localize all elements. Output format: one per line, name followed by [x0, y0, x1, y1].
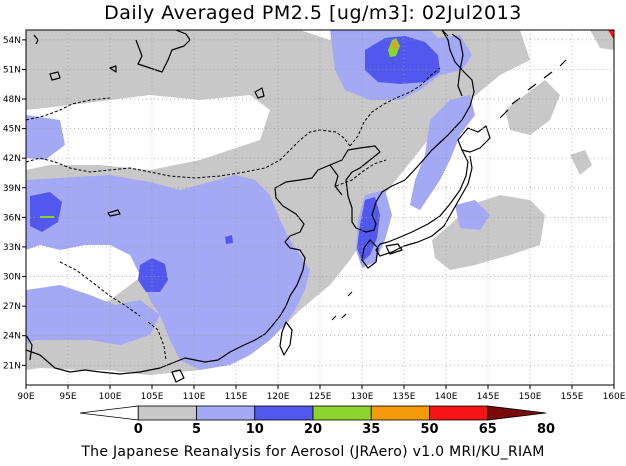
- colorbar-label: 10: [246, 422, 264, 437]
- lat-tick-label: 24N: [3, 332, 21, 342]
- lon-tick-label: 90E: [17, 392, 34, 402]
- lon-tick-label: 145E: [477, 392, 500, 402]
- colorbar: 0 5 10 20 35 50 65 80: [79, 405, 555, 437]
- pm25-contour-50-65: [392, 40, 397, 50]
- pm25-contour-65-80: [608, 30, 614, 40]
- colorbar-label: 0: [134, 422, 143, 437]
- colorbar-segment: [79, 405, 139, 421]
- latitude-ticks: 54N 51N 48N 45N 42N 39N 36N 33N 30N 27N 24N 21N: [3, 36, 26, 371]
- lat-tick-label: 54N: [3, 36, 21, 46]
- lat-tick-label: 45N: [3, 125, 21, 135]
- map-title: Daily Averaged PM2.5 [ug/m3]: 02Jul2013: [104, 2, 522, 24]
- colorbar-label: 80: [537, 422, 555, 437]
- lon-tick-label: 120E: [267, 392, 290, 402]
- colorbar-segment: [370, 405, 430, 421]
- pm25-contour-20-35: [30, 36, 440, 292]
- lat-tick-label: 48N: [3, 95, 21, 105]
- lat-tick-label: 30N: [3, 273, 21, 283]
- colorbar-segment: [254, 405, 314, 421]
- lon-tick-label: 160E: [603, 392, 626, 402]
- lat-tick-label: 21N: [3, 361, 21, 371]
- lon-tick-label: 150E: [519, 392, 542, 402]
- lat-tick-label: 39N: [3, 184, 21, 194]
- colorbar-label: 35: [362, 422, 380, 437]
- lat-tick-label: 36N: [3, 213, 21, 223]
- coastlines: [26, 30, 567, 383]
- lon-tick-label: 95E: [59, 392, 76, 402]
- lon-tick-label: 110E: [183, 392, 206, 402]
- lat-tick-label: 51N: [3, 65, 21, 75]
- country-borders: [26, 67, 441, 361]
- lon-tick-label: 125E: [309, 392, 332, 402]
- colorbar-label: 65: [479, 422, 497, 437]
- colorbar-segment: [137, 405, 197, 421]
- colorbar-label: 5: [192, 422, 201, 437]
- lon-tick-label: 155E: [561, 392, 584, 402]
- lon-tick-label: 130E: [351, 392, 374, 402]
- lon-tick-label: 100E: [99, 392, 122, 402]
- colorbar-segment: [487, 405, 547, 421]
- colorbar-segment: [312, 405, 372, 421]
- colorbar-label: 50: [420, 422, 438, 437]
- lon-tick-label: 140E: [435, 392, 458, 402]
- colorbar-label: 20: [304, 422, 322, 437]
- lon-tick-label: 115E: [225, 392, 248, 402]
- lat-tick-label: 33N: [3, 243, 21, 253]
- footer-credit: The Japanese Reanalysis for Aerosol (JRA…: [81, 444, 545, 460]
- colorbar-segment: [196, 405, 256, 421]
- lon-tick-label: 105E: [141, 392, 164, 402]
- longitude-ticks: 90E 95E 100E 105E 110E 115E 120E 125E 130E 135E 14…: [17, 385, 626, 402]
- colorbar-segment: [429, 405, 489, 421]
- lon-tick-label: 135E: [393, 392, 416, 402]
- lat-tick-label: 27N: [3, 302, 21, 312]
- lat-tick-label: 42N: [3, 154, 21, 164]
